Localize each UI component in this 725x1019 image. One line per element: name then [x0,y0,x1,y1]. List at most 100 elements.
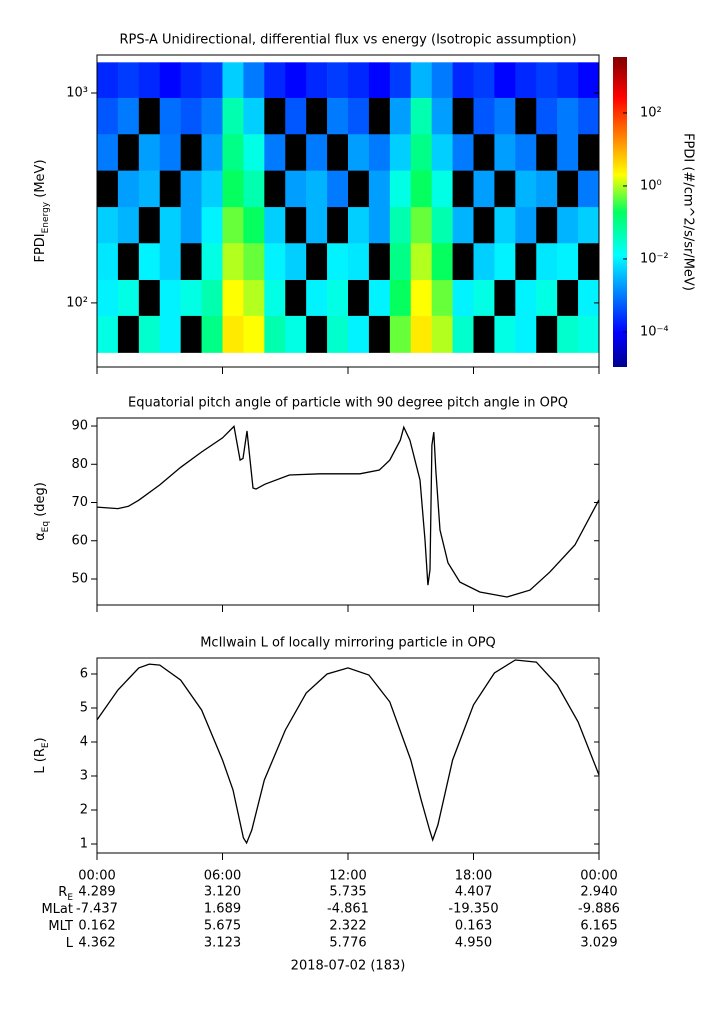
heatmap-cell [410,97,432,135]
heatmap-cell [368,62,391,98]
heatmap-cell [138,170,161,208]
heatmap-cell [515,97,537,135]
x-tick-label: 18:00 [455,869,492,884]
y-tick-label: 70 [71,495,88,510]
heatmap-cell [578,279,600,316]
ephemeris-row-label-part: L [66,936,74,951]
heatmap-cell [285,62,307,98]
ephemeris-value: 5.776 [329,936,366,951]
heatmap-cell [117,62,140,98]
ephemeris-value: 4.950 [455,936,492,951]
heatmap-cell [243,206,265,244]
heatmap-cell [368,97,391,135]
heatmap-cell [368,206,391,244]
heatmap-cell [327,242,349,280]
heatmap-cell [138,97,161,135]
heatmap-cell [264,170,286,208]
heatmap-cell [327,170,349,208]
heatmap-cell [515,206,537,244]
heatmap-cell [97,62,119,98]
heatmap-cell [180,62,202,98]
ephemeris-row-label-part: MLT [48,919,73,934]
heatmap-cell [138,133,161,171]
heatmap-cell [536,279,558,316]
ephemeris-row-label: MLat [41,902,73,917]
heatmap-cell [180,133,202,171]
ephemeris-value: 2.322 [329,919,366,934]
y-tick-label: 6 [80,666,88,681]
heatmap-cell [452,170,474,208]
heatmap-cell [410,242,432,280]
heatmap-cell [264,97,286,135]
heatmap-cell [117,170,140,208]
y-axis-label-part: (MeV) [33,159,48,201]
heatmap-cell [306,206,328,244]
heatmap-cell [243,97,265,135]
heatmap-cell [515,279,537,316]
heatmap-cell [222,242,244,280]
y-axis-label-part: Eq [41,521,51,532]
heatmap-cell [452,97,474,135]
heatmap-cell [515,133,537,171]
heatmap-cell [389,62,412,98]
ephemeris-value: -9.886 [578,902,620,917]
heatmap-cell [348,97,370,135]
heatmap-cell [536,242,558,280]
y-tick-label: 80 [71,457,88,472]
y-axis-label-part: ) [33,737,48,742]
ephemeris-value: -4.861 [327,902,369,917]
heatmap-cell [348,62,370,98]
heatmap-cell [159,315,181,353]
heatmap-cell [536,170,558,208]
heatmap-cell [557,242,579,280]
colorbar-tick-label: 10² [640,105,662,120]
heatmap-cell [243,315,265,353]
heatmap-cell [180,97,202,135]
heatmap-cell [515,62,537,98]
colorbar-tick-label: 10⁻⁴ [640,324,669,339]
heatmap-cell [368,242,391,280]
heatmap-cell [264,133,286,171]
heatmap-cell [348,315,370,353]
heatmap-cell [327,133,349,171]
heatmap-cell [180,279,202,316]
ephemeris-row-label-part: MLat [41,902,73,917]
heatmap-cell [285,170,307,208]
heatmap-cell [180,242,202,280]
heatmap-cell [473,242,495,280]
heatmap-cell [201,279,223,316]
heatmap-cell [201,206,223,244]
y-tick-label: 50 [71,571,88,586]
y-axis-label-part: α [33,532,48,541]
heatmap-cell [117,206,140,244]
y-tick-label: 2 [80,802,88,817]
heatmap-cell [306,133,328,171]
line [96,425,600,598]
heatmap-cell [536,133,558,171]
heatmap-cell [159,133,181,171]
y-tick-label: 1 [80,836,88,851]
heatmap-cell [536,62,558,98]
heatmap-cell [222,133,244,171]
heatmap-cell [138,62,161,98]
ephemeris-value: 0.162 [78,919,115,934]
y-tick-label: 90 [71,419,88,434]
y-axis-label-part: L (R [33,748,48,773]
heatmap-cell [285,97,307,135]
heatmap-cell [410,62,432,98]
heatmap-cell [117,97,140,135]
heatmap-cell [389,279,412,316]
heatmap-cell [473,206,495,244]
heatmap-cell [536,206,558,244]
heatmap-cell [327,315,349,353]
heatmap-cell [536,315,558,353]
heatmap-cell [285,242,307,280]
heatmap-cell [222,97,244,135]
heatmap-cell [452,242,474,280]
heatmap-cell [431,242,453,280]
ephemeris-value: -7.437 [76,902,118,917]
heatmap-cell [389,170,412,208]
heatmap-cell [243,170,265,208]
ephemeris-value: -19.350 [448,902,498,917]
heatmap-cell [578,97,600,135]
